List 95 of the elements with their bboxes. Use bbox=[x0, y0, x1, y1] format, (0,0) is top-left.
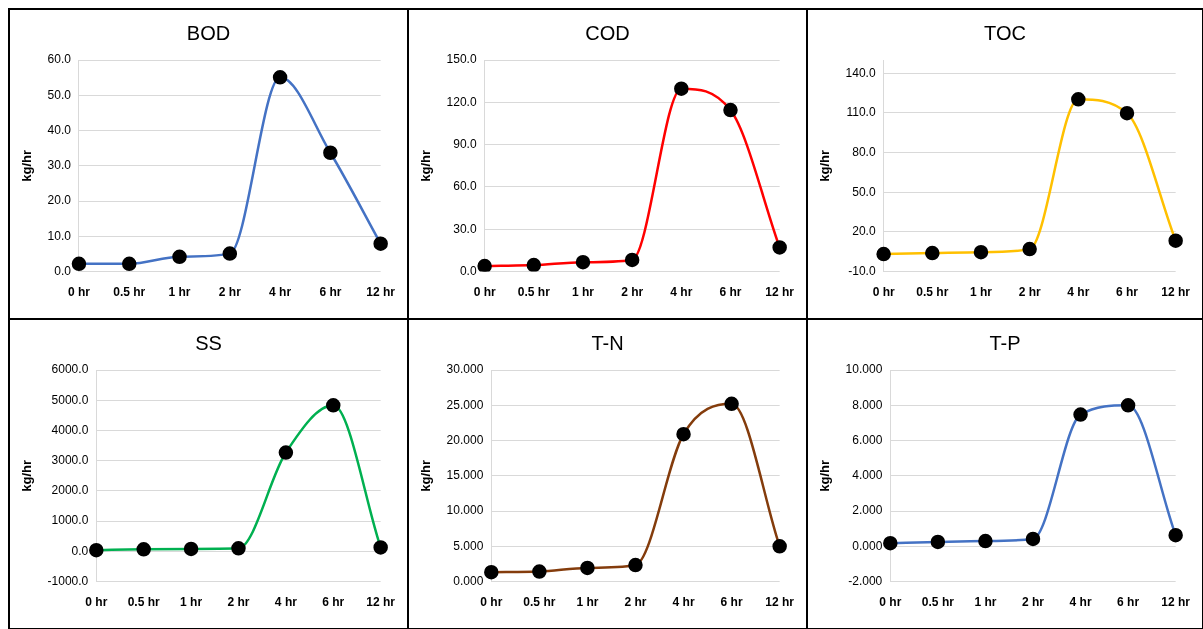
y-tick-label: 4000.0 bbox=[51, 422, 89, 437]
y-tick-label: 50.0 bbox=[852, 184, 876, 199]
x-tick-label: 12 hr bbox=[366, 285, 396, 300]
x-tick-label: 12 hr bbox=[366, 595, 396, 610]
y-tick-label: 2.000 bbox=[852, 503, 883, 518]
y-tick-label: 40.0 bbox=[47, 122, 72, 137]
y-tick-label: 10.000 bbox=[446, 503, 484, 518]
y-tick-label: 90.0 bbox=[453, 136, 477, 151]
y-tick-label: 30.0 bbox=[47, 158, 72, 173]
y-tick-label: 5000.0 bbox=[51, 392, 89, 407]
y-tick-label: 10.0 bbox=[47, 228, 72, 243]
x-tick-label: 4 hr bbox=[1069, 595, 1092, 610]
x-tick-label: 1 hr bbox=[974, 595, 997, 610]
y-tick-label: 6000.0 bbox=[51, 362, 89, 377]
x-tick-label: 1 hr bbox=[180, 595, 203, 610]
chart-title: SS bbox=[195, 331, 222, 354]
x-tick-label: 12 hr bbox=[765, 595, 795, 610]
x-tick-label: 6 hr bbox=[1115, 285, 1139, 300]
y-tick-label: 0.0 bbox=[459, 263, 477, 278]
y-tick-label: 80.0 bbox=[852, 144, 876, 159]
chart-title: T-N bbox=[591, 331, 624, 354]
x-tick-label: 0.5 hr bbox=[113, 285, 146, 300]
x-tick-label: 6 hr bbox=[322, 595, 345, 610]
y-axis-title: kg/hr bbox=[817, 459, 833, 492]
y-tick-label: 20.0 bbox=[852, 224, 876, 239]
x-tick-label: 2 hr bbox=[1021, 595, 1045, 610]
x-tick-label: 0.5 hr bbox=[517, 285, 551, 300]
x-tick-label: 4 hr bbox=[672, 595, 695, 610]
x-tick-label: 0 hr bbox=[872, 285, 895, 300]
y-tick-label: 8.000 bbox=[852, 397, 883, 412]
y-tick-label: 5.000 bbox=[453, 538, 484, 553]
y-tick-label: 150.0 bbox=[446, 52, 477, 67]
chart-title: BOD bbox=[186, 21, 231, 44]
y-tick-label: 110.0 bbox=[846, 105, 876, 120]
y-tick-label: 0.000 bbox=[453, 573, 484, 588]
y-axis-title: kg/hr bbox=[817, 149, 833, 182]
chart-title: COD bbox=[585, 21, 630, 44]
x-tick-label: 2 hr bbox=[624, 595, 647, 610]
y-tick-label: 0.0 bbox=[71, 543, 89, 558]
y-tick-label: 0.000 bbox=[852, 538, 883, 553]
y-tick-label: 6.000 bbox=[852, 432, 883, 447]
x-tick-label: 2 hr bbox=[218, 285, 242, 300]
x-tick-label: 0.5 hr bbox=[523, 595, 556, 610]
x-tick-label: 6 hr bbox=[719, 285, 742, 300]
x-tick-label: 12 hr bbox=[765, 285, 795, 300]
x-tick-label: 0 hr bbox=[85, 595, 108, 610]
x-tick-label: 0.5 hr bbox=[127, 595, 161, 610]
y-axis-title: kg/hr bbox=[418, 149, 434, 182]
x-tick-label: 1 hr bbox=[571, 285, 595, 300]
chart-title: T-P bbox=[989, 331, 1021, 354]
y-axis-title: kg/hr bbox=[19, 149, 35, 182]
y-tick-label: -2.000 bbox=[848, 573, 883, 588]
x-tick-label: 4 hr bbox=[1067, 285, 1090, 300]
x-tick-label: 0 hr bbox=[473, 285, 496, 300]
y-tick-label: 1000.0 bbox=[51, 513, 89, 528]
y-tick-label: 3000.0 bbox=[51, 453, 89, 467]
x-tick-label: 0 hr bbox=[67, 285, 91, 300]
y-tick-label: 0.0 bbox=[54, 263, 72, 278]
x-tick-label: 0 hr bbox=[879, 595, 902, 610]
x-tick-label: 0.5 hr bbox=[916, 285, 949, 300]
y-tick-label: 140.0 bbox=[845, 65, 876, 80]
y-tick-label: -10.0 bbox=[848, 263, 876, 278]
x-tick-label: 1 hr bbox=[168, 285, 191, 300]
chart-title: TOC bbox=[984, 21, 1026, 44]
y-axis-title: kg/hr bbox=[19, 459, 35, 492]
x-tick-label: 4 hr bbox=[670, 285, 693, 300]
x-tick-label: 0.5 hr bbox=[921, 595, 955, 610]
x-tick-label: 12 hr bbox=[1161, 595, 1191, 610]
y-tick-label: -1000.0 bbox=[47, 573, 89, 588]
y-tick-label: 15.000 bbox=[446, 468, 484, 483]
y-tick-label: 60.0 bbox=[47, 52, 72, 67]
x-tick-label: 2 hr bbox=[227, 595, 250, 610]
x-tick-label: 1 hr bbox=[576, 595, 599, 610]
x-tick-label: 12 hr bbox=[1161, 285, 1191, 300]
x-tick-label: 6 hr bbox=[1117, 595, 1140, 610]
y-tick-label: 30.000 bbox=[446, 362, 484, 377]
y-tick-label: 2000.0 bbox=[51, 483, 89, 498]
x-tick-label: 2 hr bbox=[621, 285, 644, 300]
y-tick-label: 120.0 bbox=[446, 94, 477, 109]
x-tick-label: 2 hr bbox=[1018, 285, 1041, 300]
x-tick-label: 0 hr bbox=[480, 595, 503, 610]
x-tick-label: 4 hr bbox=[274, 595, 298, 610]
x-tick-label: 4 hr bbox=[269, 285, 292, 300]
y-tick-label: 50.0 bbox=[47, 87, 72, 102]
y-tick-label: 60.0 bbox=[453, 179, 477, 194]
y-tick-label: 30.0 bbox=[453, 221, 477, 236]
y-tick-label: 10.000 bbox=[845, 362, 883, 377]
y-tick-label: 25.000 bbox=[446, 397, 484, 412]
y-tick-label: 20.000 bbox=[446, 432, 484, 447]
x-tick-label: 1 hr bbox=[969, 285, 993, 300]
x-tick-label: 6 hr bbox=[319, 285, 342, 300]
y-tick-label: 20.0 bbox=[47, 193, 72, 208]
y-tick-label: 4.000 bbox=[852, 468, 883, 483]
y-axis-title: kg/hr bbox=[418, 459, 434, 492]
x-tick-label: 6 hr bbox=[720, 595, 743, 610]
